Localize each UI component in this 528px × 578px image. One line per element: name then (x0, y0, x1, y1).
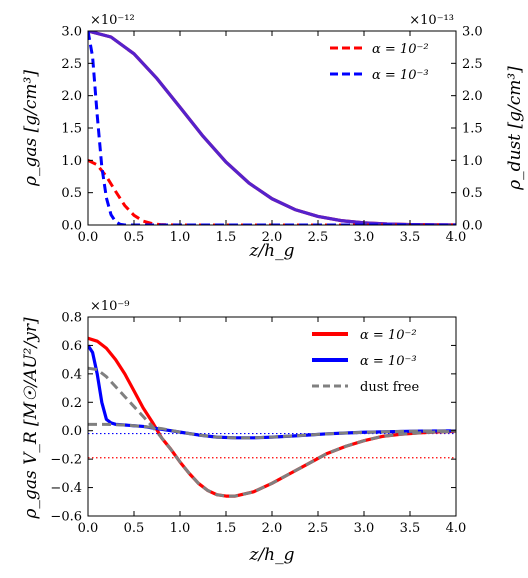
bottom-x-tick-label-2: 1.0 (170, 521, 191, 536)
top-x-tick-label-0: 0.0 (78, 230, 99, 245)
bottom-legend: α = 10⁻² α = 10⁻³ dust free (312, 328, 419, 395)
bottom-x-tick-label-3: 1.5 (216, 521, 237, 536)
top-x-tick-label-3: 1.5 (216, 230, 237, 245)
top-y-tick-label-5: 2.5 (61, 57, 82, 72)
top-right-y-tick-label-0: 0.0 (462, 219, 483, 234)
bottom-legend-label-2: dust free (360, 380, 419, 395)
top-right-y-tick-label-3: 1.5 (462, 122, 483, 137)
bottom-y-tick-label-6: 0.6 (61, 339, 82, 354)
top-legend-label-0: α = 10⁻² (372, 42, 429, 57)
bottom-y-tick-label-5: 0.4 (61, 367, 82, 382)
top-series-line-3 (88, 31, 456, 225)
top-legend-label-1: α = 10⁻³ (372, 68, 429, 83)
bottom-x-tick-label-5: 2.5 (308, 521, 329, 536)
bottom-y-tick-label-2: −0.2 (50, 453, 82, 468)
bottom-ticks: 0.0 0.5 1.0 1.5 2.0 2.5 3.0 3.5 4.0 −0.6 −0.4 −0.2 0… (50, 311, 466, 537)
bottom-x-tick-label-8: 4.0 (446, 521, 467, 536)
bottom-x-tick-label-7: 3.5 (400, 521, 421, 536)
bottom-legend-label-1: α = 10⁻³ (360, 354, 417, 369)
top-right-y-tick-label-6: 3.0 (462, 25, 483, 40)
top-y-axis-label-right: ρ_dust [g/cm³] (505, 66, 525, 191)
top-y-tick-label-4: 2.0 (61, 89, 82, 104)
top-x-tick-label-8: 4.0 (446, 230, 467, 245)
top-series-line-2 (88, 158, 456, 225)
bottom-y-tick-label-1: −0.4 (50, 481, 82, 496)
top-y-axis-label-left: ρ_gas [g/cm³] (21, 70, 41, 187)
top-x-tick-label-2: 1.0 (170, 230, 191, 245)
top-series-line-1 (88, 31, 456, 225)
top-right-y-tick-label-5: 2.5 (462, 57, 483, 72)
top-y-tick-label-0: 0.0 (61, 219, 82, 234)
top-y-tick-label-3: 1.5 (61, 122, 82, 137)
bottom-series-line-2 (88, 422, 456, 440)
top-series-line-0 (88, 31, 456, 225)
top-x-tick-label-1: 0.5 (124, 230, 145, 245)
top-ticks: 0.0 0.5 1.0 1.5 2.0 2.5 3.0 3.5 4.00.00.51.01.52… (61, 25, 482, 246)
bottom-multiplier: ×10⁻⁹ (90, 299, 130, 314)
top-panel: 0.0 0.5 1.0 1.5 2.0 2.5 3.0 3.5 4.00.00.51.01.52… (21, 13, 525, 261)
bottom-y-tick-label-4: 0.2 (61, 396, 82, 411)
top-right-y-tick-label-2: 1.0 (462, 154, 483, 169)
top-y-tick-label-6: 3.0 (61, 25, 82, 40)
top-right-y-tick-label-4: 2.0 (462, 89, 483, 104)
bottom-panel: 0.0 0.5 1.0 1.5 2.0 2.5 3.0 3.5 4.0 −0.6 −0.4 −0.2 0… (21, 299, 466, 565)
top-plot-area (88, 31, 456, 225)
bottom-x-tick-label-0: 0.0 (78, 521, 99, 536)
bottom-x-axis-label: z/h_g (248, 545, 294, 565)
top-x-tick-label-7: 3.5 (400, 230, 421, 245)
bottom-y-tick-label-7: 0.8 (61, 311, 82, 326)
top-right-multiplier: ×10⁻¹³ (409, 13, 454, 28)
top-right-y-tick-label-1: 0.5 (462, 186, 483, 201)
top-left-multiplier: ×10⁻¹² (90, 13, 135, 28)
top-x-tick-label-4: 2.0 (262, 230, 283, 245)
bottom-series-line-3 (88, 366, 456, 498)
top-legend: α = 10⁻² α = 10⁻³ (330, 42, 429, 83)
top-y-tick-label-2: 1.0 (61, 154, 82, 169)
bottom-y-tick-label-3: 0.0 (61, 424, 82, 439)
bottom-x-tick-label-4: 2.0 (262, 521, 283, 536)
top-x-tick-label-6: 3.0 (354, 230, 375, 245)
top-x-tick-label-5: 2.5 (308, 230, 329, 245)
bottom-plot-area (88, 336, 456, 498)
top-y-tick-label-1: 0.5 (61, 186, 82, 201)
bottom-x-tick-label-1: 0.5 (124, 521, 145, 536)
bottom-x-tick-label-6: 3.0 (354, 521, 375, 536)
bottom-y-axis-label: ρ_gas V_R [M☉/AU²/yr] (21, 317, 41, 520)
bottom-y-tick-label-0: −0.6 (50, 510, 82, 525)
top-axes-frame (87, 30, 457, 226)
bottom-legend-label-0: α = 10⁻² (360, 328, 417, 343)
top-x-axis-label: z/h_g (248, 241, 294, 261)
